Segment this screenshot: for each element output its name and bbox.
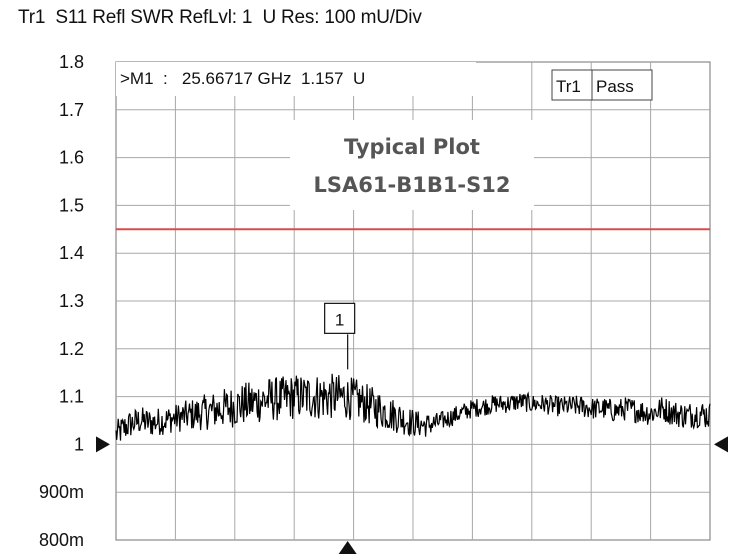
reference-arrow-left <box>96 436 110 453</box>
y-tick-label: 1.6 <box>59 148 84 168</box>
annotations: >M1 : 25.66717 GHz 1.157 U Tr1 Pass Typi… <box>96 62 728 554</box>
y-tick-label: 1.7 <box>59 100 84 120</box>
watermark-line-1: Typical Plot <box>344 135 480 159</box>
status-result: Pass <box>596 77 634 96</box>
series-trace <box>115 373 711 441</box>
marker-label: 1 <box>335 310 344 329</box>
marker-readout: >M1 : 25.66717 GHz 1.157 U <box>120 69 365 88</box>
y-tick-label: 900m <box>39 482 84 502</box>
y-tick-label: 1.2 <box>59 339 84 359</box>
chart-header: Tr1 S11 Refl SWR RefLvl: 1 U Res: 100 mU… <box>18 7 422 28</box>
marker-1: 1 <box>324 302 356 370</box>
watermark-bg <box>290 120 534 210</box>
reference-arrow-right <box>714 436 728 453</box>
y-tick-label: 800m <box>39 530 84 550</box>
y-tick-labels: 1.8 1.7 1.6 1.5 1.4 1.3 1.2 1.1 1 900m 800m <box>39 52 84 550</box>
y-tick-label: 1.5 <box>59 195 84 215</box>
status-box <box>551 69 653 101</box>
y-tick-label: 1.4 <box>59 243 84 263</box>
y-tick-label: 1.3 <box>59 291 84 311</box>
marker-label-box <box>324 302 356 334</box>
y-tick-label: 1 <box>74 434 84 454</box>
y-tick-label: 1.8 <box>59 52 84 72</box>
watermark-line-2: LSA61-B1B1-S12 <box>314 173 511 197</box>
y-tick-label: 1.1 <box>59 387 84 407</box>
marker-position-arrow <box>338 541 357 554</box>
status-trace: Tr1 <box>556 77 581 96</box>
marker-readout-bg <box>116 62 476 96</box>
